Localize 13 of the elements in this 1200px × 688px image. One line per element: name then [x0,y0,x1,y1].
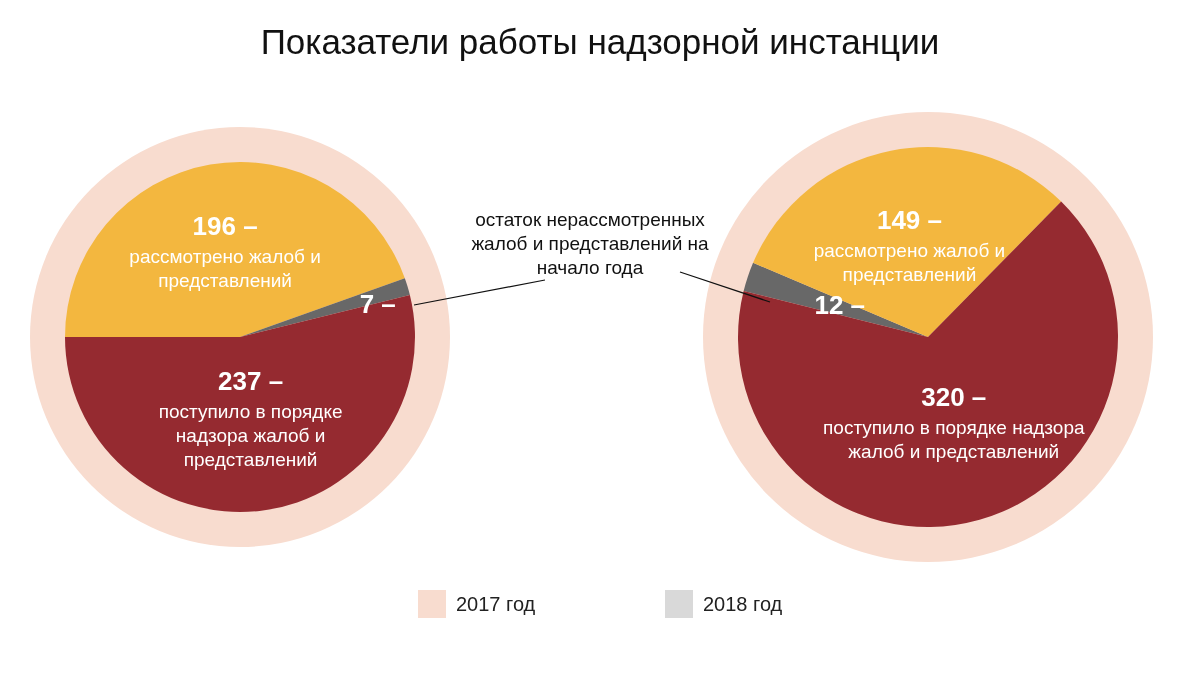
text: Показатели работы надзорной инстанции [259,22,941,62]
slice-label: рассмотрено жалоб и представлений [813,239,1006,285]
data-label: 320 – [921,381,987,412]
data-label: 237 – [218,365,284,396]
data-label: 7 – [359,289,396,320]
text: остаток нерассмотренных жалоб и представлений на начало года [470,208,710,280]
slice-label: поступило в порядке надзора жалоб и представлений [823,417,1085,463]
data-label: 196 – [192,211,258,242]
slice-label: поступило в порядке надзора жалоб и представлений [158,400,343,470]
data-label: 149 – [876,204,942,235]
slice-label: рассмотрено жалоб и представлений [129,246,321,292]
category-label: 2018 год [703,592,783,616]
category-label: 2017 год [456,592,536,616]
